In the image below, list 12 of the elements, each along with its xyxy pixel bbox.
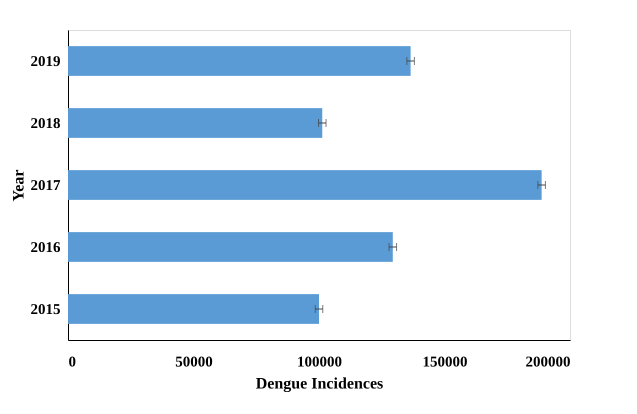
y-axis-title: Year [10, 170, 28, 202]
x-tick-label: 150000 [422, 354, 468, 370]
y-tick-label: 2016 [30, 240, 61, 256]
x-tick-label: 50000 [175, 354, 213, 370]
x-tick-label: 100000 [297, 354, 342, 370]
x-tick-label: 200000 [526, 354, 570, 370]
y-tick-label: 2015 [30, 302, 60, 318]
y-tick-label: 2017 [30, 178, 61, 194]
y-tick-label: 2019 [30, 54, 60, 70]
x-tick-label: 0 [68, 354, 76, 370]
x-axis-title: Dengue Incidences [256, 376, 384, 392]
y-tick-label: 2018 [30, 116, 60, 132]
